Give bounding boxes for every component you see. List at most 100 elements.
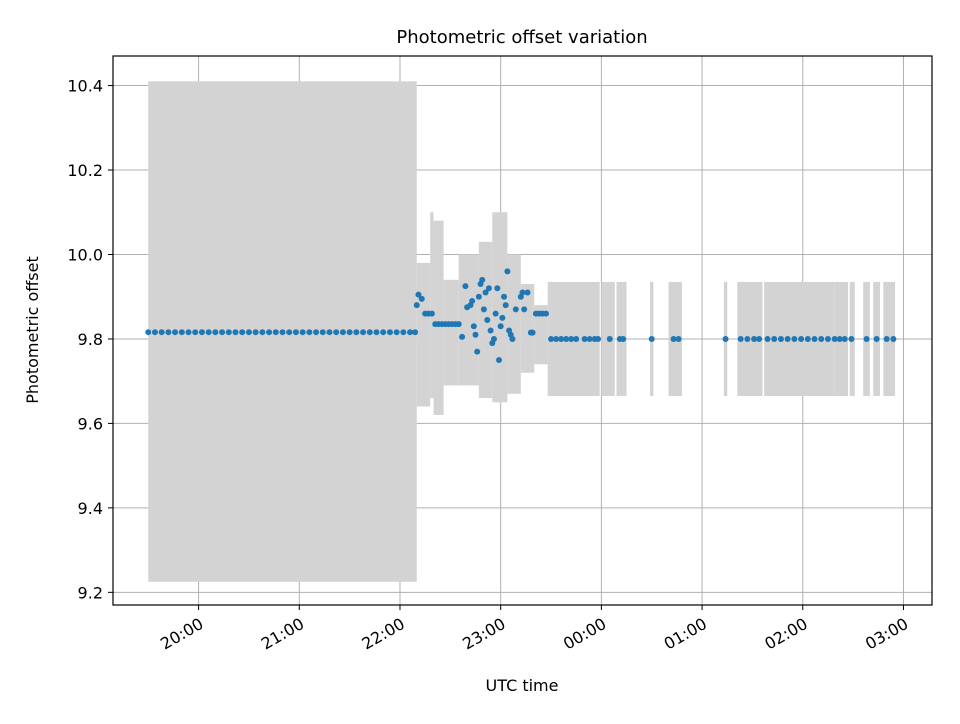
x-axis-ticks: 20:00 21:00 22:00 23:00 00:00 01:00 02:00 03:00 xyxy=(157,605,911,654)
y-tick-label: 10.4 xyxy=(67,77,103,96)
data-point xyxy=(848,335,855,342)
data-point xyxy=(873,335,880,342)
data-point xyxy=(418,295,425,302)
data-point xyxy=(563,335,570,342)
data-point xyxy=(883,335,890,342)
data-point xyxy=(509,335,516,342)
data-point xyxy=(558,335,565,342)
data-point xyxy=(299,329,306,336)
data-point xyxy=(502,302,509,309)
data-point xyxy=(469,297,476,304)
data-point xyxy=(675,335,682,342)
data-point xyxy=(764,335,771,342)
data-point xyxy=(751,335,758,342)
data-point xyxy=(777,335,784,342)
data-point xyxy=(393,329,400,336)
data-point xyxy=(252,329,259,336)
x-tick-label: 23:00 xyxy=(459,614,508,654)
data-point xyxy=(573,335,580,342)
data-point xyxy=(824,335,831,342)
error-bar xyxy=(520,284,535,373)
data-point xyxy=(744,335,751,342)
y-tick-label: 9.4 xyxy=(78,499,103,518)
chart-title: Photometric offset variation xyxy=(396,27,647,48)
plot-area-frame xyxy=(112,55,933,606)
data-point xyxy=(492,310,499,317)
x-tick-label: 20:00 xyxy=(157,614,206,654)
data-point xyxy=(484,316,491,323)
data-point xyxy=(586,335,593,342)
data-point xyxy=(380,329,387,336)
error-bar xyxy=(430,212,434,399)
y-tick-label: 9.2 xyxy=(78,583,103,602)
x-tick-label: 03:00 xyxy=(862,614,911,654)
data-point xyxy=(198,329,205,336)
data-point xyxy=(339,329,346,336)
data-point xyxy=(841,335,848,342)
data-point xyxy=(428,310,435,317)
data-point xyxy=(737,335,744,342)
data-point xyxy=(360,329,367,336)
x-tick-label: 21:00 xyxy=(258,614,307,654)
data-point xyxy=(326,329,333,336)
x-tick-label: 02:00 xyxy=(761,614,810,654)
y-axis-ticks: 9.2 9.4 9.6 9.8 10.0 10.2 10.4 xyxy=(67,77,113,602)
data-point xyxy=(798,335,805,342)
data-point xyxy=(811,335,818,342)
data-point xyxy=(165,329,172,336)
data-point xyxy=(158,329,165,336)
error-bar xyxy=(492,212,508,403)
data-point xyxy=(185,329,192,336)
data-point xyxy=(784,335,791,342)
data-point xyxy=(415,291,422,298)
data-points xyxy=(145,268,897,364)
y-tick-label: 9.8 xyxy=(78,330,103,349)
data-point xyxy=(863,335,870,342)
data-point xyxy=(480,306,487,313)
data-point xyxy=(504,268,511,275)
data-point xyxy=(286,329,293,336)
data-point xyxy=(482,289,489,296)
data-point xyxy=(485,285,492,292)
data-point xyxy=(192,329,199,336)
data-point xyxy=(568,335,575,342)
data-point xyxy=(475,293,482,300)
data-point xyxy=(407,329,414,336)
data-point xyxy=(145,329,152,336)
data-point xyxy=(620,335,627,342)
error-bar xyxy=(458,254,479,386)
data-point xyxy=(487,327,494,334)
y-tick-label: 10.0 xyxy=(67,245,103,264)
data-point xyxy=(178,329,185,336)
data-point xyxy=(333,329,340,336)
data-point xyxy=(670,335,677,342)
data-point xyxy=(462,283,469,290)
data-point xyxy=(497,323,504,330)
data-point xyxy=(529,329,536,336)
data-point xyxy=(225,329,232,336)
data-point xyxy=(553,335,560,342)
data-point xyxy=(490,335,497,342)
data-point xyxy=(373,329,380,336)
data-point xyxy=(413,302,420,309)
data-point xyxy=(501,293,508,300)
data-point xyxy=(219,329,226,336)
data-point xyxy=(239,329,246,336)
error-bar xyxy=(507,254,521,394)
data-point xyxy=(474,348,481,355)
data-point xyxy=(306,329,313,336)
data-point xyxy=(521,306,528,313)
data-point xyxy=(472,331,479,338)
data-point xyxy=(292,329,299,336)
data-point xyxy=(524,289,531,296)
data-point xyxy=(266,329,273,336)
data-point xyxy=(791,335,798,342)
data-point xyxy=(499,314,506,321)
data-point xyxy=(804,335,811,342)
data-point xyxy=(494,285,501,292)
x-tick-label: 00:00 xyxy=(560,614,609,654)
x-axis-label: UTC time xyxy=(486,676,559,695)
data-point xyxy=(648,335,655,342)
data-point xyxy=(313,329,320,336)
